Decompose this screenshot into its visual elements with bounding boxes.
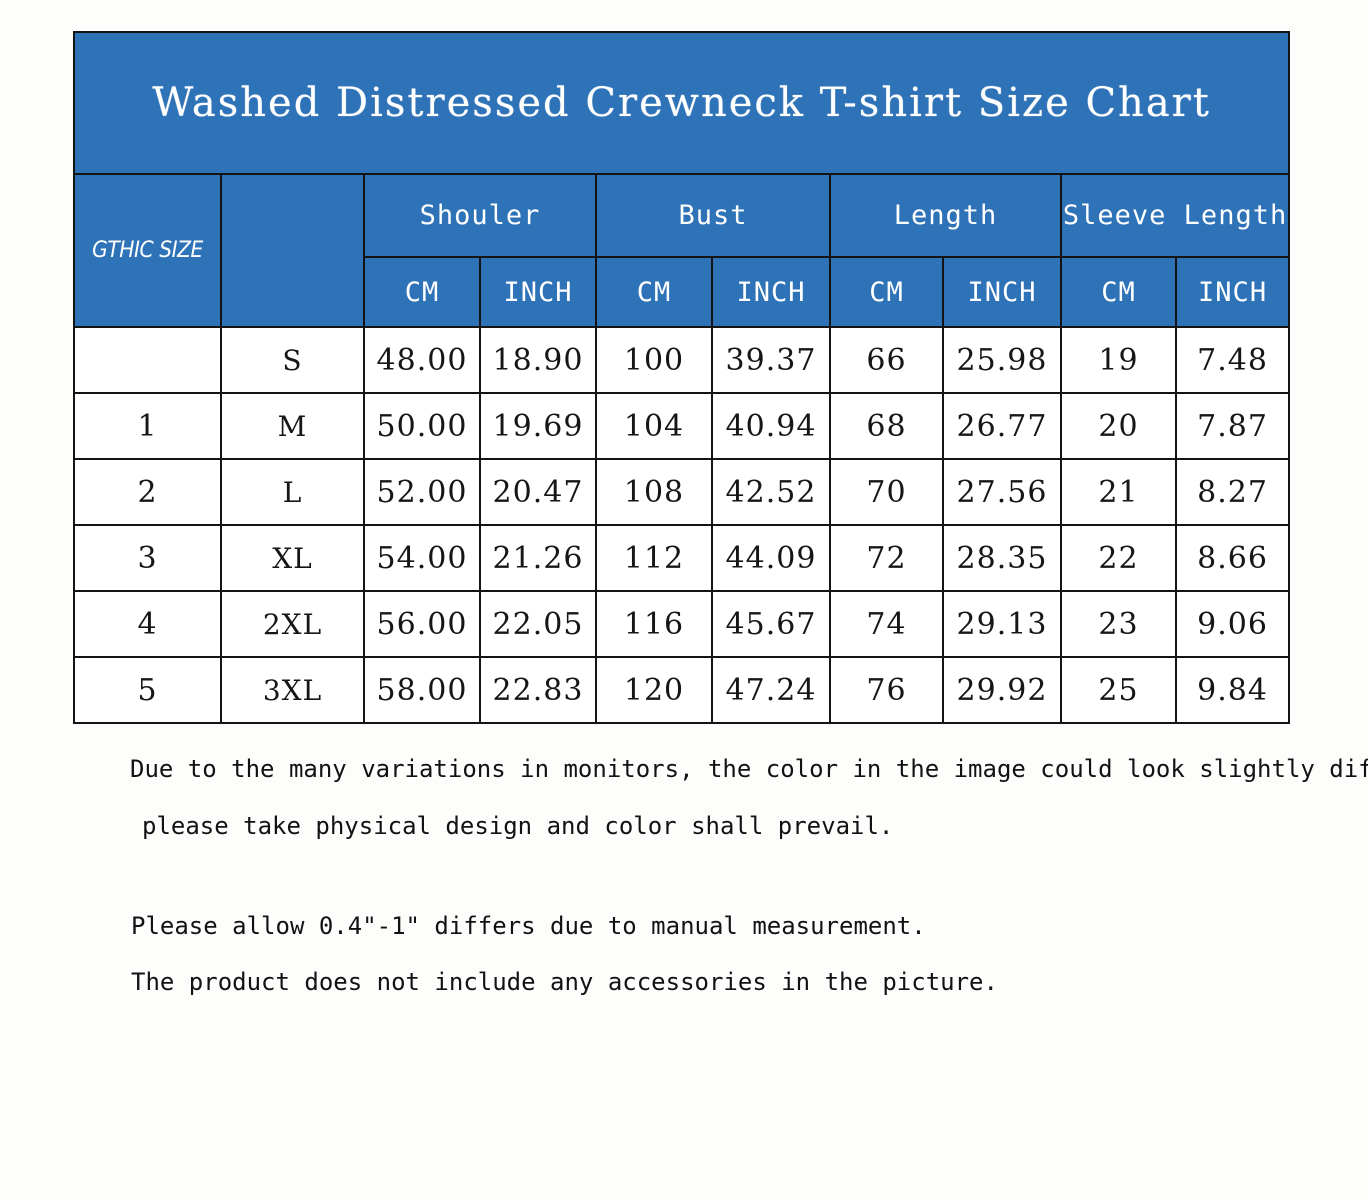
header-unit-sleeve-cm: CM	[1060, 256, 1177, 328]
table-row: 5 3XL 58.00 22.83 120 47.24 76 29.92 25 …	[73, 656, 1291, 724]
color-note-line-1: Due to the many variations in monitors, …	[130, 755, 1368, 783]
cell-gthic: 2	[73, 458, 222, 526]
cell-size: L	[220, 458, 365, 526]
cell-length-inch: 29.92	[942, 656, 1062, 724]
header-unit-sleeve-inch: INCH	[1174, 256, 1291, 328]
header-unit-bust-cm: CM	[595, 256, 713, 328]
cell-bust-cm: 100	[595, 326, 713, 394]
cell-length-cm: 76	[829, 656, 944, 724]
cell-size: 2XL	[220, 590, 365, 658]
header-unit-shoulder-inch: INCH	[479, 256, 597, 328]
cell-shoulder-inch: 18.90	[479, 326, 597, 394]
cell-gthic: 3	[73, 524, 222, 592]
cell-length-inch: 25.98	[942, 326, 1062, 394]
cell-bust-inch: 42.52	[711, 458, 831, 526]
cell-shoulder-cm: 50.00	[363, 392, 481, 460]
cell-sleeve-inch: 8.66	[1174, 524, 1291, 592]
cell-length-cm: 70	[829, 458, 944, 526]
cell-sleeve-cm: 25	[1060, 656, 1177, 724]
cell-shoulder-inch: 20.47	[479, 458, 597, 526]
group-header-row: GTHIC SIZE Shouler Bust Length Sleeve Le…	[74, 173, 1291, 328]
cell-sleeve-cm: 20	[1060, 392, 1177, 460]
cell-sleeve-inch: 9.06	[1174, 590, 1291, 658]
header-unit-length-cm: CM	[829, 256, 944, 328]
color-note-line-2: please take physical design and color sh…	[142, 812, 894, 840]
table-row: 3 XL 54.00 21.26 112 44.09 72 28.35 22 8…	[73, 524, 1291, 592]
cell-shoulder-inch: 21.26	[479, 524, 597, 592]
header-gthic-size: GTHIC SIZE	[78, 173, 217, 328]
header-group-length: Length	[829, 173, 1062, 258]
cell-length-inch: 26.77	[942, 392, 1062, 460]
table-row: 4 2XL 56.00 22.05 116 45.67 74 29.13 23 …	[73, 590, 1291, 658]
cell-length-inch: 27.56	[942, 458, 1062, 526]
accessories-note: The product does not include any accesso…	[131, 968, 998, 996]
cell-shoulder-inch: 22.05	[479, 590, 597, 658]
cell-size: S	[220, 326, 365, 394]
cell-sleeve-cm: 23	[1060, 590, 1177, 658]
cell-length-inch: 28.35	[942, 524, 1062, 592]
cell-shoulder-cm: 54.00	[363, 524, 481, 592]
cell-size: M	[220, 392, 365, 460]
measurement-note: Please allow 0.4"-1" differs due to manu…	[131, 912, 926, 940]
cell-gthic	[73, 326, 222, 394]
cell-sleeve-cm: 21	[1060, 458, 1177, 526]
header-group-sleeve-length: Sleeve Length	[1059, 173, 1291, 258]
unit-header-row: CM INCH CM INCH CM INCH CM INCH	[74, 256, 1291, 328]
cell-bust-inch: 44.09	[711, 524, 831, 592]
cell-bust-inch: 39.37	[711, 326, 831, 394]
cell-length-cm: 72	[829, 524, 944, 592]
chart-title-row: Washed Distressed Crewneck T-shirt Size …	[72, 31, 1291, 175]
cell-size: XL	[220, 524, 365, 592]
cell-bust-inch: 47.24	[711, 656, 831, 724]
cell-gthic: 1	[73, 392, 222, 460]
cell-bust-cm: 112	[595, 524, 713, 592]
cell-shoulder-cm: 48.00	[363, 326, 481, 394]
cell-sleeve-inch: 7.48	[1174, 326, 1291, 394]
header-group-shoulder: Shouler	[363, 173, 597, 258]
cell-bust-inch: 40.94	[711, 392, 831, 460]
header-group-bust: Bust	[595, 173, 831, 258]
cell-shoulder-inch: 19.69	[479, 392, 597, 460]
cell-sleeve-cm: 22	[1060, 524, 1177, 592]
cell-shoulder-cm: 56.00	[363, 590, 481, 658]
cell-sleeve-inch: 9.84	[1174, 656, 1291, 724]
size-chart-container: Washed Distressed Crewneck T-shirt Size …	[72, 31, 1291, 724]
cell-length-cm: 68	[829, 392, 944, 460]
cell-gthic: 4	[73, 590, 222, 658]
cell-sleeve-cm: 19	[1060, 326, 1177, 394]
cell-gthic: 5	[73, 656, 222, 724]
size-chart-table: Washed Distressed Crewneck T-shirt Size …	[72, 31, 1291, 724]
header-unit-bust-inch: INCH	[711, 256, 831, 328]
table-row: 2 L 52.00 20.47 108 42.52 70 27.56 21 8.…	[73, 458, 1291, 526]
cell-sleeve-inch: 8.27	[1174, 458, 1291, 526]
cell-shoulder-inch: 22.83	[479, 656, 597, 724]
cell-length-cm: 66	[829, 326, 944, 394]
cell-length-cm: 74	[829, 590, 944, 658]
cell-bust-inch: 45.67	[711, 590, 831, 658]
cell-shoulder-cm: 52.00	[363, 458, 481, 526]
table-row: S 48.00 18.90 100 39.37 66 25.98 19 7.48	[73, 326, 1291, 394]
cell-sleeve-inch: 7.87	[1174, 392, 1291, 460]
chart-title: Washed Distressed Crewneck T-shirt Size …	[72, 31, 1291, 175]
cell-bust-cm: 104	[595, 392, 713, 460]
header-unit-shoulder-cm: CM	[363, 256, 481, 328]
header-unit-length-inch: INCH	[942, 256, 1062, 328]
table-row: 1 M 50.00 19.69 104 40.94 68 26.77 20 7.…	[73, 392, 1291, 460]
cell-size: 3XL	[220, 656, 365, 724]
cell-bust-cm: 108	[595, 458, 713, 526]
cell-length-inch: 29.13	[942, 590, 1062, 658]
cell-shoulder-cm: 58.00	[363, 656, 481, 724]
cell-bust-cm: 116	[595, 590, 713, 658]
header-size-blank	[220, 173, 365, 328]
cell-bust-cm: 120	[595, 656, 713, 724]
